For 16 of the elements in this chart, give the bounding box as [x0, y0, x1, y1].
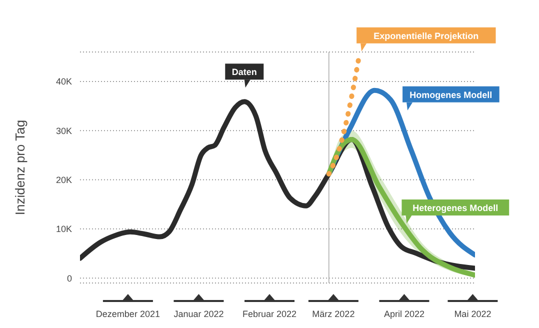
x-tick-label: Februar 2022 [242, 309, 297, 319]
text: Exponentielle Projektion [374, 30, 479, 41]
y-tick-label: 20K [56, 174, 72, 185]
y-tick-label: 0 [66, 273, 72, 284]
x-tick-label: Dezember 2021 [96, 309, 160, 319]
x-tick-label: April 2022 [384, 309, 424, 319]
series-label: Heterogenes Modell [412, 202, 498, 213]
text: Daten [232, 67, 257, 78]
x-tick-label: Mai 2022 [454, 309, 492, 319]
x-tick-label: Januar 2022 [174, 309, 224, 319]
y-tick-label: 40K [56, 76, 72, 87]
y-tick-label: 30K [56, 126, 72, 136]
series-label: Homogenes Modell [410, 90, 492, 100]
y-axis-title: Inzidenz pro Tag [12, 120, 28, 216]
y-tick-label: 10K [56, 224, 72, 234]
x-tick-label: März 2022 [312, 309, 355, 319]
